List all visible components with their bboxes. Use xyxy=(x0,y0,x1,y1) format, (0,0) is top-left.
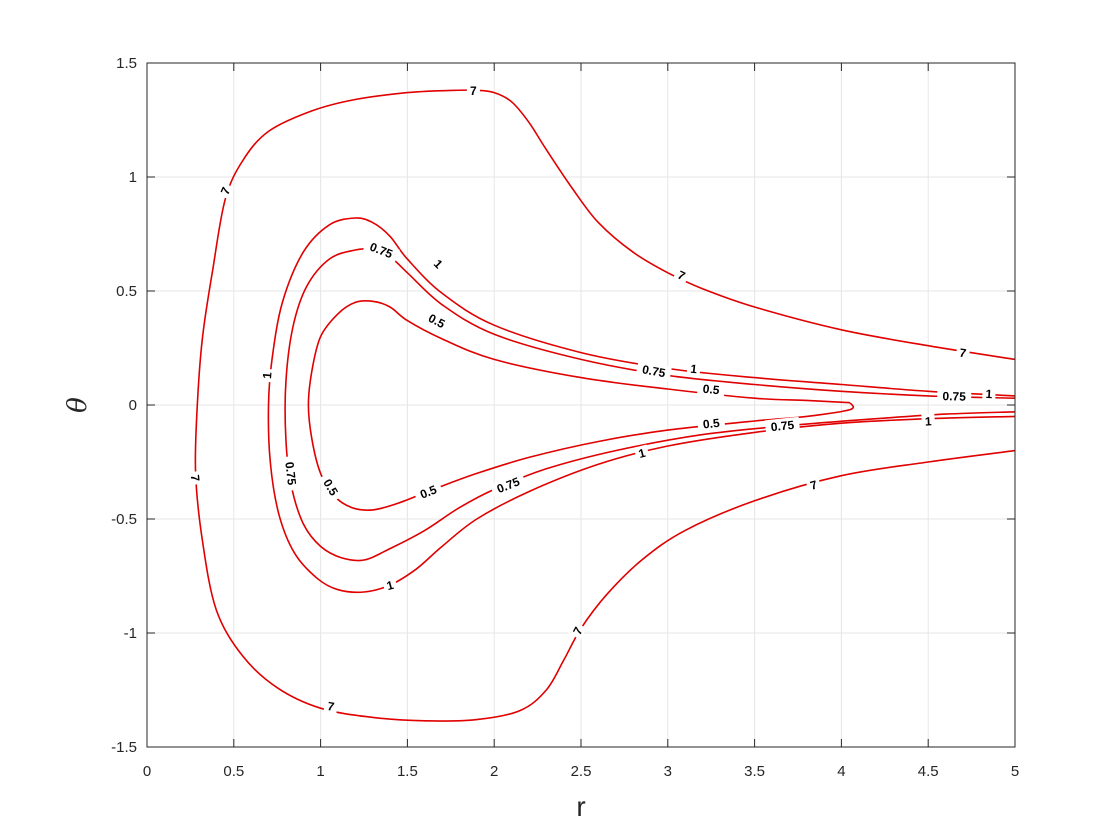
contour-label-1: 1 xyxy=(686,360,701,377)
contour-label-0_5: 0.5 xyxy=(413,480,444,504)
contour-label-1: 1 xyxy=(381,576,399,594)
contour-label-text: 7 xyxy=(188,474,203,482)
y-tick-label: 0 xyxy=(129,397,137,414)
y-tick-label: -0.5 xyxy=(111,511,137,528)
contour-label-background xyxy=(421,308,453,334)
y-tick-label: 1.5 xyxy=(116,55,137,72)
contour-label-background xyxy=(282,455,300,492)
y-tick-label: -1.5 xyxy=(111,739,137,756)
x-tick-label: 5 xyxy=(1011,763,1019,780)
contour-label-text: 7 xyxy=(958,346,967,361)
contour-label-1: 1 xyxy=(429,254,449,274)
contour-line-level-7 xyxy=(194,89,1016,722)
contour-label-text: 0.75 xyxy=(770,418,795,434)
contour-label-background xyxy=(381,576,399,594)
contour-label-background xyxy=(635,360,672,381)
contour-lines xyxy=(194,89,1016,722)
contour-label-background xyxy=(413,480,444,504)
contour-label-0_5: 0.5 xyxy=(421,308,453,334)
axis-ticks: 0 0.5 1 1.5 2 2.5 3 3.5 4 4.5 5 -1.5 -1 -0.5 0 0.5 1 1.5 xyxy=(111,55,1019,780)
contour-label-7: 7 xyxy=(187,470,204,486)
contour-label-background xyxy=(937,388,972,404)
contour-label-background xyxy=(633,444,650,462)
contour-label-0_75: 0.75 xyxy=(764,416,801,435)
contour-label-background xyxy=(187,470,204,486)
x-tick-label: 3 xyxy=(664,763,672,780)
contour-label-1: 1 xyxy=(633,444,650,462)
contour-label-7: 7 xyxy=(672,265,691,285)
contour-label-0_75: 0.75 xyxy=(635,360,672,381)
contour-label-0_5: 0.5 xyxy=(697,380,726,398)
x-tick-label: 0.5 xyxy=(223,763,244,780)
contour-label-1: 1 xyxy=(921,413,936,429)
contour-label-7: 7 xyxy=(216,181,235,200)
x-tick-label: 2.5 xyxy=(571,763,592,780)
contour-label-background xyxy=(216,181,235,200)
contour-label-background xyxy=(805,476,822,494)
contour-label-0_75: 0.75 xyxy=(282,455,300,492)
x-tick-label: 0 xyxy=(143,763,151,780)
contour-label-background xyxy=(259,368,275,383)
contour-label-background xyxy=(955,344,971,361)
contour-label-background xyxy=(697,380,726,398)
contour-label-text: 0.5 xyxy=(426,311,448,331)
contour-label-7: 7 xyxy=(466,83,480,98)
contour-label-background xyxy=(697,414,726,432)
contour-label-background xyxy=(921,413,936,429)
contour-label-background xyxy=(489,472,527,498)
contour-label-text: 1 xyxy=(985,387,993,401)
contour-label-text: 0.5 xyxy=(702,416,720,432)
contour-label-0_5: 0.5 xyxy=(697,414,726,432)
contour-label-background xyxy=(363,237,400,263)
contour-label-text: 0.5 xyxy=(702,382,720,398)
contour-label-text: 7 xyxy=(470,84,477,98)
contour-label-background xyxy=(982,386,996,401)
contour-label-text: 7 xyxy=(326,699,335,714)
contour-label-background xyxy=(318,471,344,503)
contour-label-text: 0.75 xyxy=(641,362,667,380)
contour-label-7: 7 xyxy=(805,476,822,494)
contour-label-7: 7 xyxy=(568,621,587,640)
contour-line-level-0_75 xyxy=(284,248,1016,562)
contour-label-text: 1 xyxy=(925,414,933,428)
x-tick-label: 3.5 xyxy=(744,763,765,780)
contour-label-text: 7 xyxy=(809,478,820,493)
x-tick-label: 4.5 xyxy=(918,763,939,780)
contour-label-background xyxy=(686,360,701,377)
x-tick-label: 1.5 xyxy=(397,763,418,780)
contour-label-7: 7 xyxy=(955,344,971,361)
contour-label-text: 0.75 xyxy=(282,461,299,486)
x-tick-label: 1 xyxy=(316,763,324,780)
contour-label-background xyxy=(323,697,339,715)
contour-label-background xyxy=(429,254,449,274)
contour-label-0_75: 0.75 xyxy=(937,388,972,404)
contour-label-text: 1 xyxy=(690,362,698,377)
contour-label-background xyxy=(568,621,587,640)
x-axis-label: r xyxy=(576,791,585,822)
contour-label-1: 1 xyxy=(982,386,996,401)
x-tick-label: 4 xyxy=(837,763,845,780)
contour-line-level-0_5 xyxy=(307,299,855,511)
contour-label-background xyxy=(466,83,480,98)
contour-label-background xyxy=(672,265,691,285)
contour-label-text: 0.5 xyxy=(418,482,439,501)
y-tick-label: 1 xyxy=(129,169,137,186)
contour-label-background xyxy=(764,416,801,435)
x-tick-label: 2 xyxy=(490,763,498,780)
contour-label-7: 7 xyxy=(323,697,339,715)
contour-label-1: 1 xyxy=(259,368,275,383)
y-tick-label: 0.5 xyxy=(116,283,137,300)
contour-label-text: 0.75 xyxy=(942,389,966,404)
contour-label-text: 1 xyxy=(637,446,647,461)
contour-line-level-1 xyxy=(267,217,1016,594)
y-axis-label: θ xyxy=(63,397,93,413)
contour-label-text: 1 xyxy=(385,578,395,593)
y-tick-label: -1 xyxy=(124,625,137,642)
contour-label-text: 1 xyxy=(260,371,274,379)
